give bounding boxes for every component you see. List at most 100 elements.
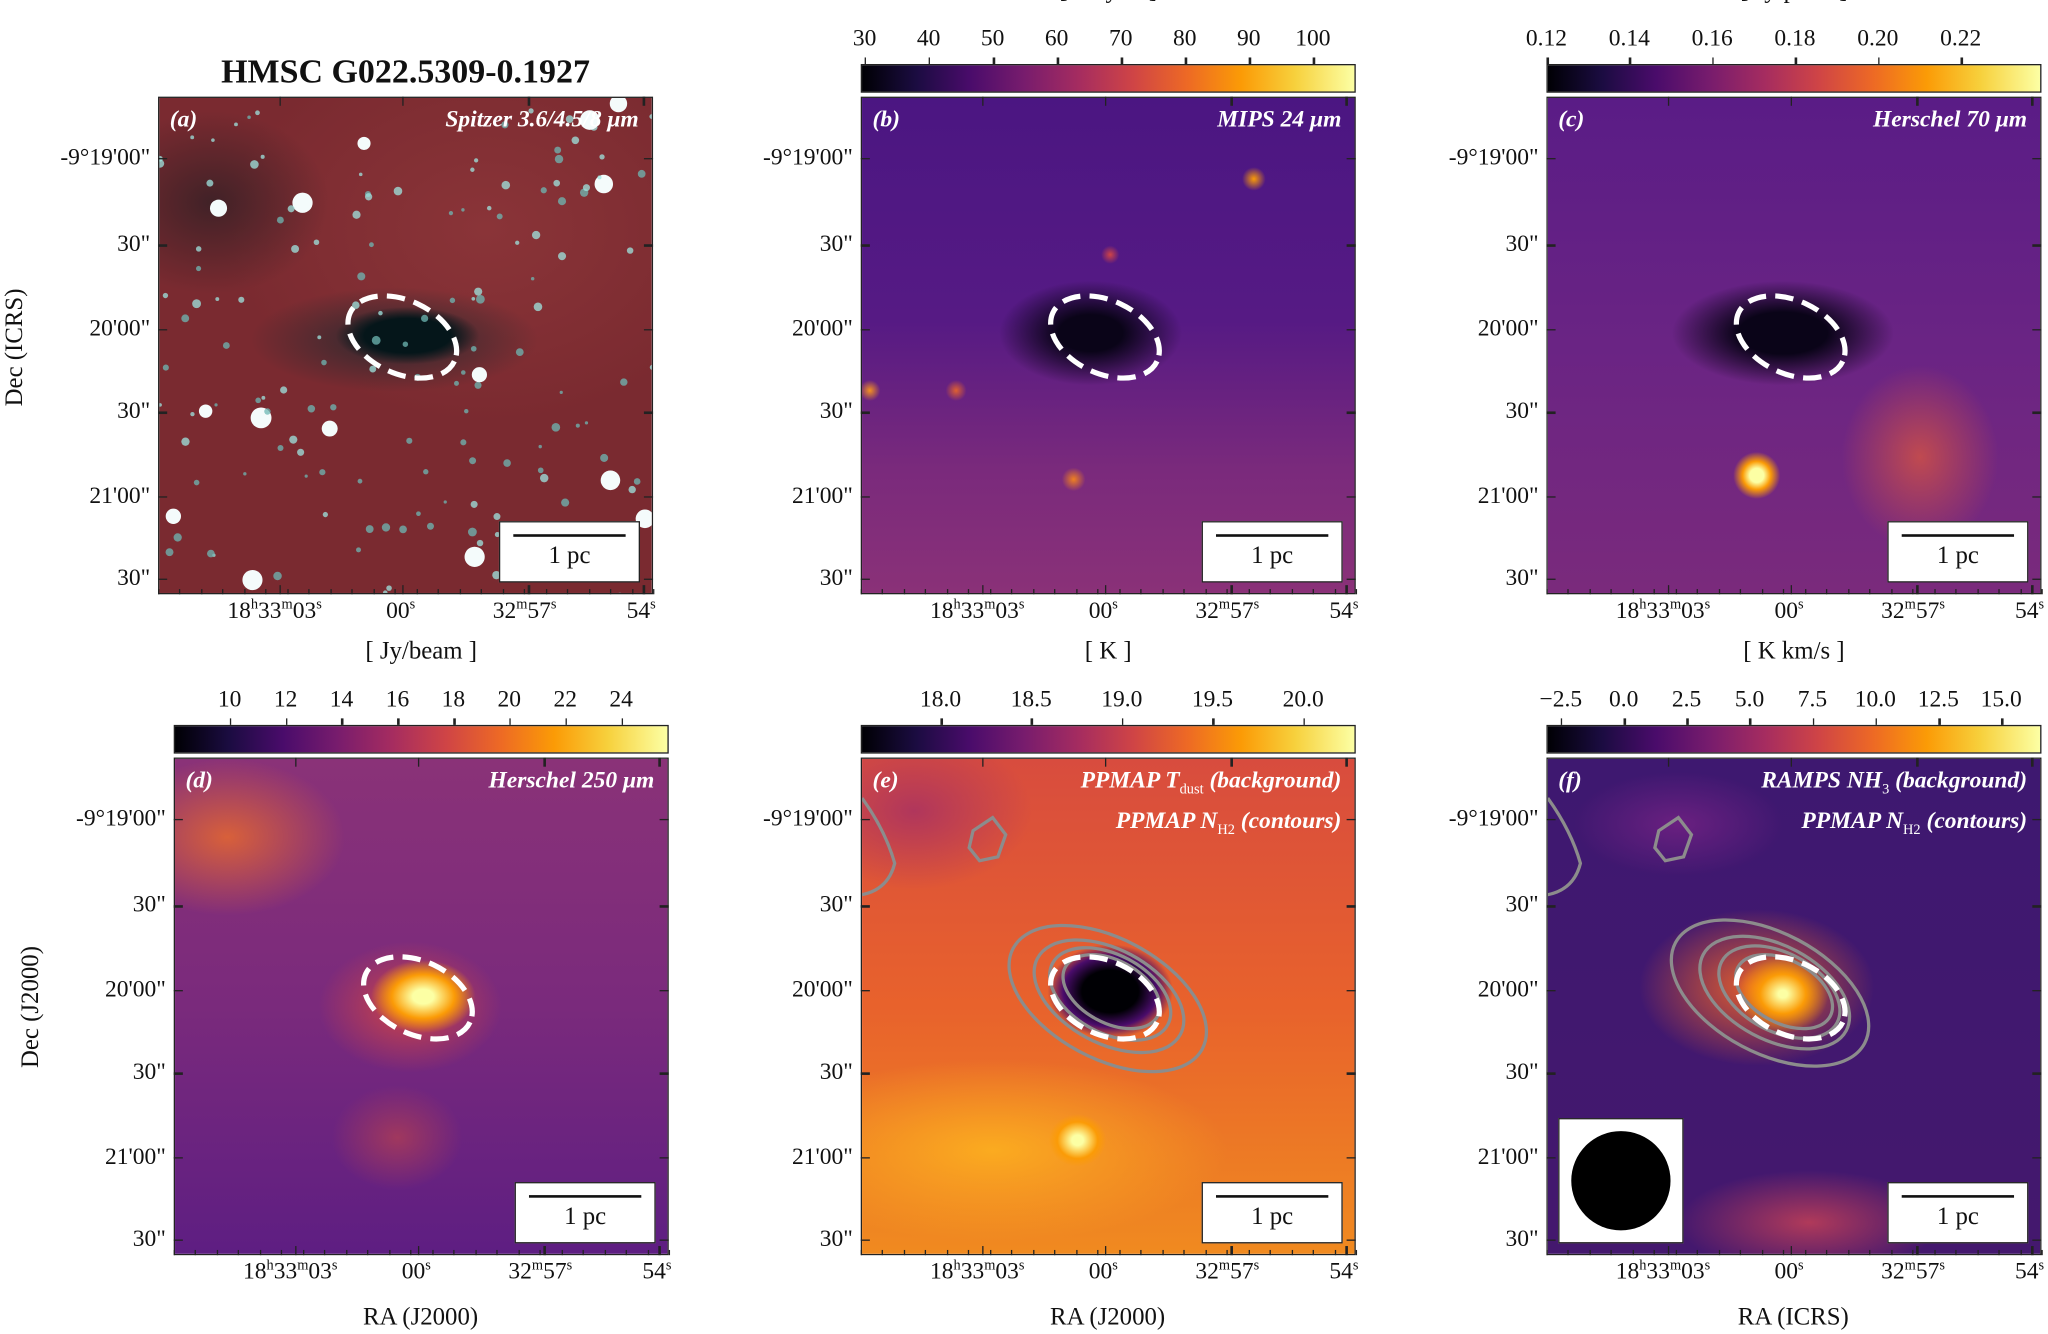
colorbar-tick-label: 5.0 [1734, 685, 1765, 712]
tick [1104, 757, 1107, 767]
star [330, 404, 337, 411]
minor-tick [545, 589, 547, 595]
overlay-a [159, 97, 652, 593]
star [599, 154, 605, 160]
minor-tick [287, 589, 289, 595]
tick [1230, 1246, 1233, 1256]
star [222, 342, 230, 349]
tick [1345, 1246, 1348, 1256]
minor-tick [925, 589, 927, 595]
minor-tick [1097, 1249, 1099, 1256]
colorbar-tick-label: 70 [1108, 24, 1133, 51]
minor-tick [625, 1249, 627, 1256]
colorbar-tick [992, 57, 995, 64]
dec-tick-label: 30" [117, 230, 151, 257]
contour-line [1653, 815, 1694, 863]
ra-tick-label: 18h33m03s [930, 596, 1025, 624]
minor-tick [1976, 1249, 1979, 1256]
source-ellipse [1733, 293, 1848, 381]
tick [658, 757, 661, 767]
star [554, 154, 564, 164]
star [260, 154, 265, 159]
minor-tick [1226, 1249, 1228, 1256]
star [582, 184, 590, 192]
minor-tick [925, 1249, 927, 1256]
star [393, 186, 403, 196]
minor-tick [1847, 589, 1850, 595]
dec-tick-label: 30" [1505, 890, 1539, 918]
star [234, 122, 238, 127]
star [496, 213, 503, 220]
minor-tick [2019, 1249, 2022, 1256]
minor-tick [1869, 1249, 1871, 1256]
contour-line [1032, 938, 1186, 1055]
minor-tick [431, 1249, 434, 1256]
tick [2031, 1246, 2034, 1256]
tick [981, 585, 984, 595]
star [449, 297, 456, 304]
minor-tick [882, 589, 884, 595]
star [321, 420, 338, 437]
minor-tick [1912, 589, 1914, 595]
colorbar-tick-label: 19.5 [1191, 685, 1234, 712]
minor-tick [1955, 589, 1957, 595]
star [307, 405, 316, 413]
dec-tick-label: 20'00" [89, 314, 151, 341]
dec-tick-label: 30" [819, 1224, 853, 1251]
minor-tick [539, 1249, 541, 1256]
colorbar-tick [1184, 57, 1187, 64]
tick [294, 1246, 297, 1256]
tick [158, 329, 168, 331]
star [255, 397, 262, 404]
minor-tick [588, 589, 590, 595]
star [464, 546, 485, 567]
tick [1346, 818, 1356, 821]
contour-line [1048, 946, 1173, 1042]
tick [1790, 585, 1793, 595]
contour-line [1717, 944, 1842, 1040]
scale-bar: 1 pc [514, 1182, 656, 1244]
contour-line [1547, 797, 1583, 897]
tick [2032, 1239, 2042, 1242]
colorbar-tick [1623, 718, 1626, 725]
tick [860, 496, 870, 499]
colorbar-tick [864, 57, 867, 64]
minor-tick [1998, 589, 2000, 595]
star [649, 114, 652, 119]
star [206, 179, 214, 187]
tick [860, 989, 870, 992]
minor-tick [330, 589, 332, 595]
minor-tick [416, 589, 418, 595]
star [539, 473, 549, 483]
tick [402, 96, 405, 106]
minor-tick [582, 1249, 584, 1256]
minor-tick [946, 1249, 949, 1256]
source-ellipse [1048, 954, 1162, 1042]
minor-tick [1847, 1249, 1850, 1256]
star [159, 403, 162, 407]
contour-line [862, 797, 897, 897]
tick [1916, 757, 1919, 767]
star [264, 408, 271, 415]
panel-tag: (b) [872, 105, 900, 132]
colorbar-tick [621, 718, 624, 725]
minor-tick [1675, 589, 1677, 595]
overlay-c [1733, 293, 1848, 381]
colorbar-tick [1560, 718, 1563, 725]
star [352, 301, 360, 309]
star [557, 197, 567, 206]
xlabel-d: RA (J2000) [362, 1303, 479, 1331]
minor-tick [502, 589, 504, 595]
star [207, 549, 215, 558]
panel-label: MIPS 24 μm [1217, 105, 1342, 132]
panel-tag: (d) [185, 766, 213, 793]
minor-tick [1826, 589, 1828, 595]
minor-tick [1312, 1249, 1314, 1256]
minor-tick [1890, 589, 1893, 595]
tick [2031, 96, 2034, 106]
star [371, 335, 381, 345]
colorbar-f [1546, 724, 2042, 754]
ra-tick-label: 18h33m03s [227, 596, 322, 624]
minor-tick [2019, 589, 2022, 595]
colorbar-tick [1960, 57, 1963, 64]
